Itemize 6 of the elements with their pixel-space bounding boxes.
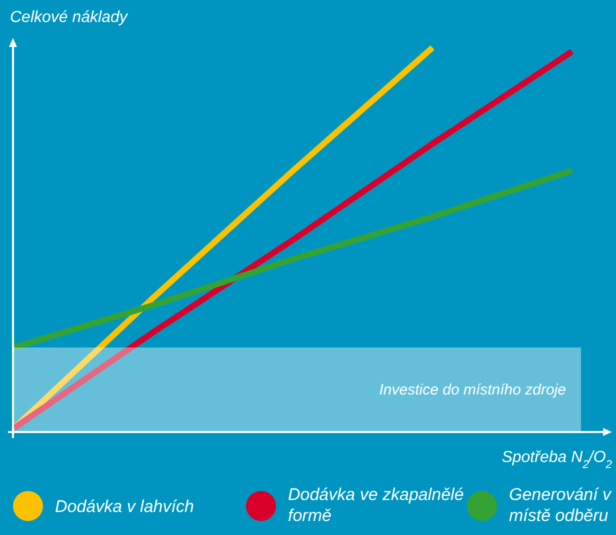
legend-label: Dodávka ve zkapalnělé formě — [288, 485, 464, 525]
x-axis-title: Spotřeba N$_{2}$/O$_{2}$ — [502, 449, 613, 471]
legend-label: Generování v místě odběru — [509, 485, 613, 525]
legend-label: Dodávka v lahvích — [55, 497, 194, 516]
band-label: Investice do místního zdroje — [379, 382, 566, 399]
y-axis-title: Celkové náklady — [10, 9, 128, 26]
